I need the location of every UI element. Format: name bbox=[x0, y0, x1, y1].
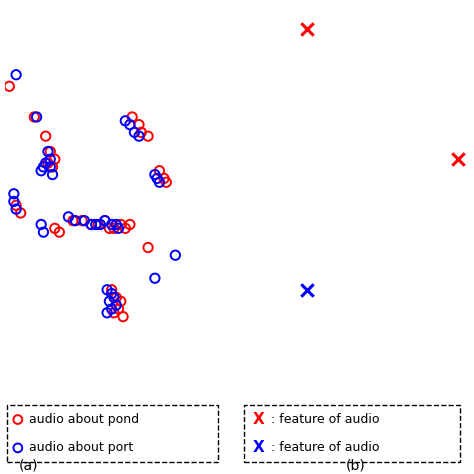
Point bbox=[40, 163, 47, 171]
Point bbox=[46, 155, 54, 163]
Point bbox=[94, 221, 102, 228]
Point bbox=[33, 113, 40, 121]
Point bbox=[112, 301, 120, 309]
Text: X: X bbox=[253, 412, 264, 427]
Point bbox=[12, 205, 20, 213]
Point bbox=[46, 148, 54, 155]
Point bbox=[103, 286, 111, 293]
Point bbox=[151, 171, 159, 178]
Point bbox=[135, 121, 143, 128]
Point bbox=[155, 167, 163, 174]
Point bbox=[37, 167, 45, 174]
Point bbox=[119, 313, 127, 320]
Point bbox=[115, 305, 122, 313]
Text: audio about port: audio about port bbox=[29, 441, 133, 455]
Point bbox=[135, 132, 143, 140]
Point bbox=[69, 217, 77, 224]
Point bbox=[44, 159, 52, 167]
Point bbox=[137, 128, 145, 136]
Point bbox=[106, 298, 113, 305]
Point bbox=[108, 221, 116, 228]
Point bbox=[12, 71, 20, 79]
Point bbox=[78, 217, 86, 224]
Point bbox=[172, 251, 179, 259]
Point bbox=[17, 209, 25, 217]
Point bbox=[10, 198, 18, 205]
Point bbox=[92, 221, 100, 228]
Point bbox=[101, 217, 109, 224]
Point bbox=[108, 290, 116, 297]
Point bbox=[108, 305, 116, 313]
Point bbox=[121, 117, 129, 125]
Point bbox=[112, 293, 120, 301]
Point bbox=[128, 113, 136, 121]
Point bbox=[81, 217, 88, 224]
Point bbox=[14, 444, 22, 452]
Point bbox=[87, 221, 95, 228]
Point bbox=[110, 225, 118, 232]
Point bbox=[51, 155, 59, 163]
Point bbox=[126, 221, 134, 228]
Point bbox=[115, 225, 122, 232]
Point bbox=[42, 132, 49, 140]
Point bbox=[163, 178, 170, 186]
Point bbox=[72, 217, 79, 224]
Point bbox=[110, 293, 118, 301]
Point bbox=[454, 155, 461, 163]
Point bbox=[97, 221, 104, 228]
Point bbox=[144, 244, 152, 251]
Point bbox=[106, 225, 113, 232]
Point bbox=[10, 190, 18, 198]
Point bbox=[87, 221, 95, 228]
Point bbox=[112, 221, 120, 228]
Point bbox=[303, 25, 310, 32]
Text: (b): (b) bbox=[346, 458, 366, 472]
FancyBboxPatch shape bbox=[7, 405, 219, 462]
Point bbox=[46, 163, 54, 171]
Point bbox=[117, 298, 125, 305]
Point bbox=[155, 178, 163, 186]
Text: X: X bbox=[253, 440, 264, 456]
Point bbox=[108, 286, 116, 293]
Point bbox=[144, 132, 152, 140]
Point bbox=[30, 113, 38, 121]
Point bbox=[103, 309, 111, 317]
Point bbox=[55, 228, 63, 236]
Text: (a): (a) bbox=[19, 458, 38, 472]
Point bbox=[44, 148, 52, 155]
Text: : feature of audio: : feature of audio bbox=[271, 441, 379, 455]
Point bbox=[12, 201, 20, 209]
Text: : feature of audio: : feature of audio bbox=[271, 413, 379, 426]
Point bbox=[121, 225, 129, 232]
Point bbox=[154, 174, 161, 182]
Point bbox=[64, 213, 72, 220]
Point bbox=[40, 228, 47, 236]
Point bbox=[110, 309, 118, 317]
Point bbox=[49, 163, 56, 171]
Point bbox=[131, 128, 138, 136]
Text: audio about pond: audio about pond bbox=[29, 413, 139, 426]
Point bbox=[151, 274, 159, 282]
FancyBboxPatch shape bbox=[244, 405, 460, 462]
Point bbox=[49, 171, 56, 178]
Point bbox=[101, 217, 109, 224]
Point bbox=[160, 174, 168, 182]
Point bbox=[303, 286, 310, 293]
Point bbox=[126, 121, 134, 128]
Point bbox=[42, 159, 49, 167]
Point bbox=[117, 221, 125, 228]
Point bbox=[14, 416, 22, 423]
Point bbox=[51, 225, 59, 232]
Point bbox=[37, 221, 45, 228]
Point bbox=[6, 82, 13, 90]
